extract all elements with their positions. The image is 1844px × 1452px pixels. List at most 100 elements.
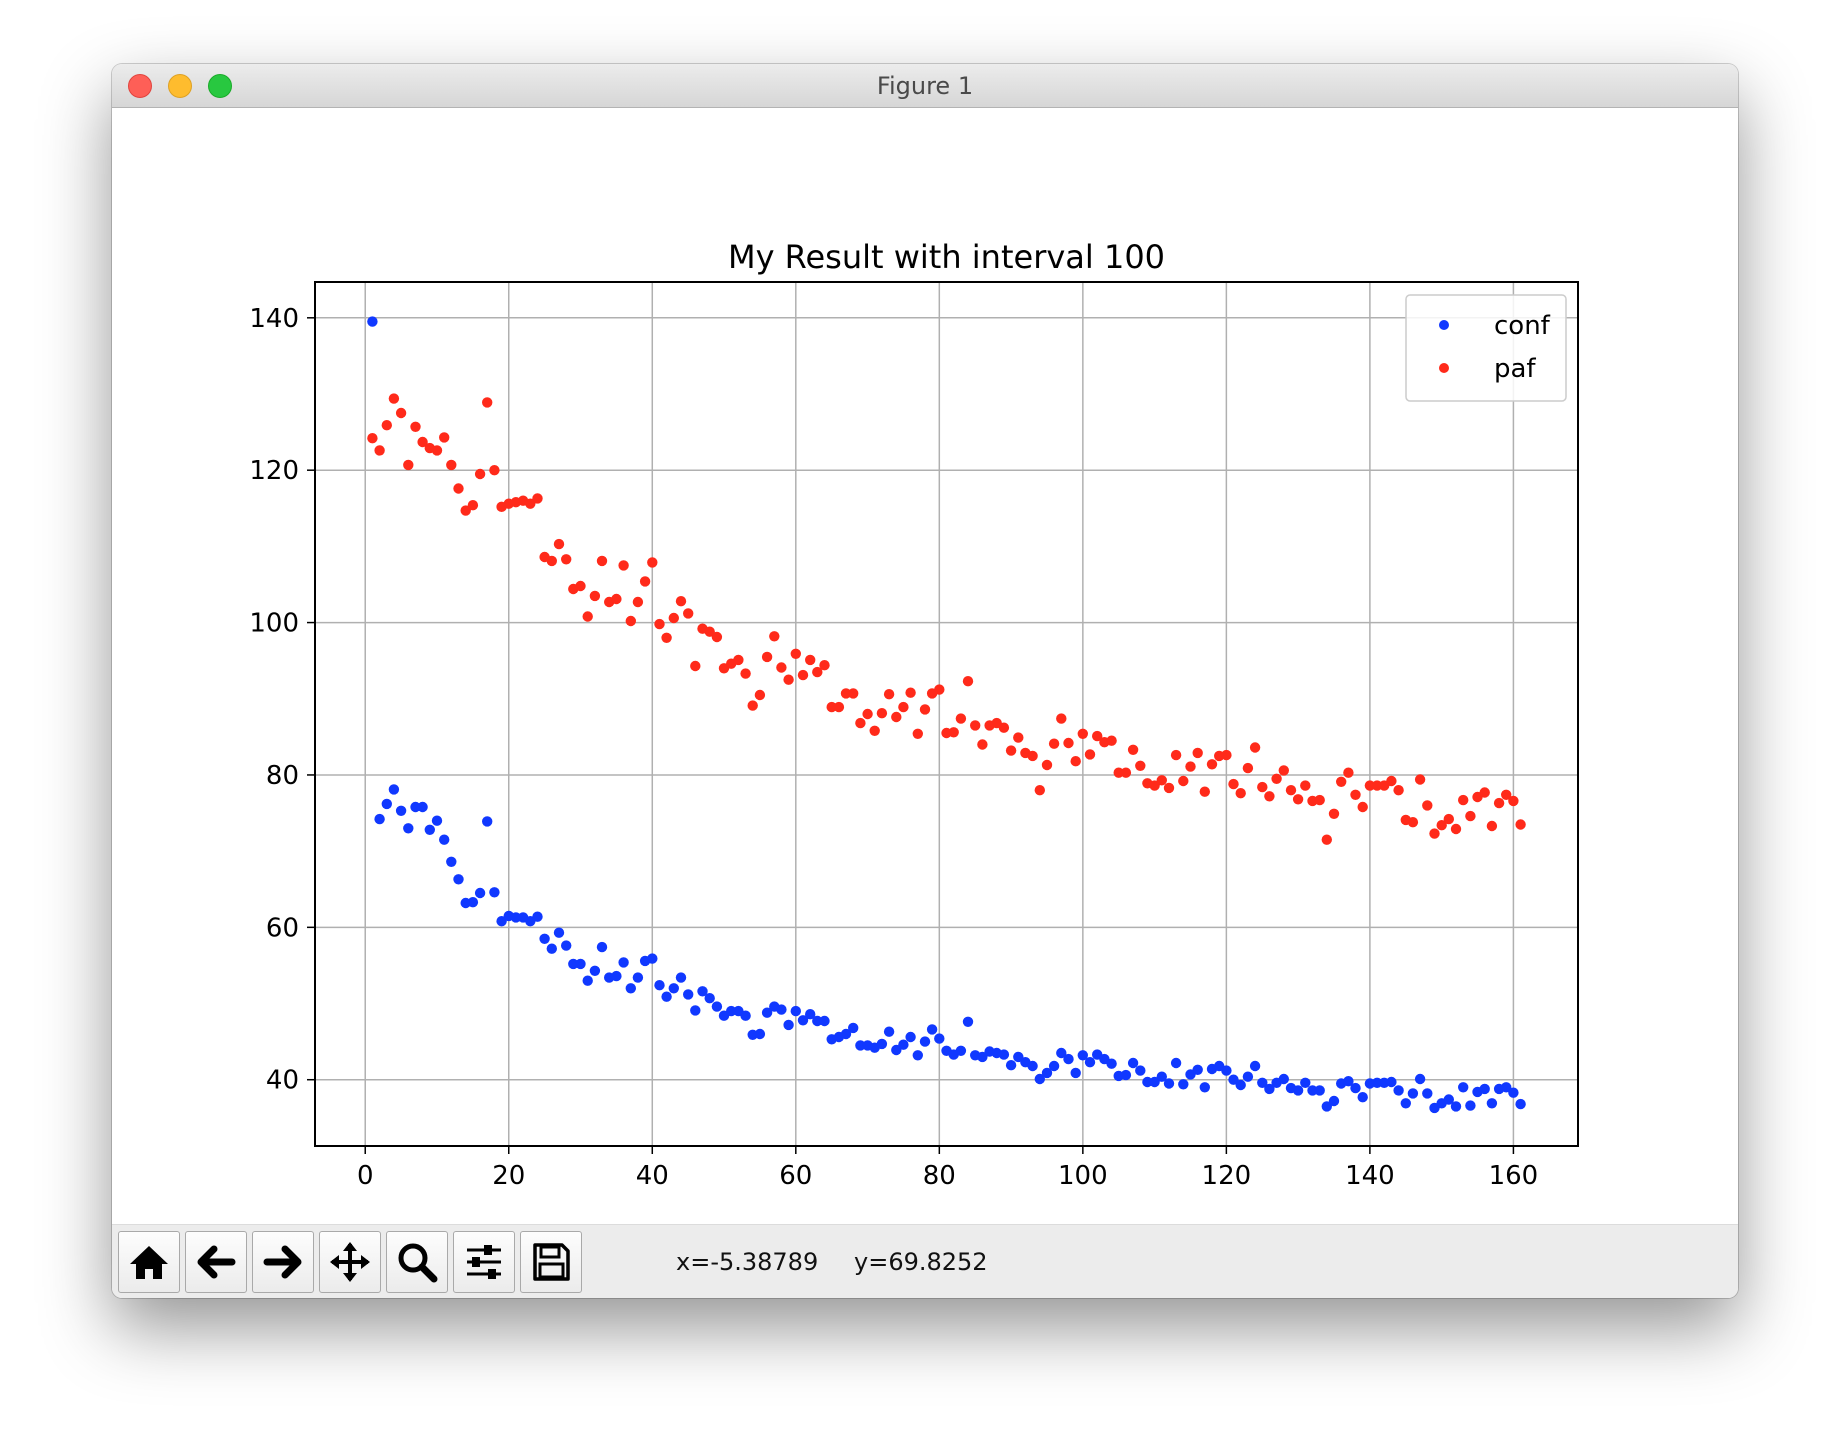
conf-point [697,986,708,997]
conf-point [453,874,464,885]
paf-point [1170,749,1182,761]
conf-point [446,856,457,867]
x-tick-label: 120 [1202,1161,1252,1191]
conf-point [625,983,636,994]
paf-point [1429,828,1440,839]
conf-point [1070,1067,1081,1079]
paf-point [1178,775,1189,787]
conf-point [1450,1101,1462,1112]
paf-point [740,668,751,679]
conf-point [812,1015,823,1027]
conf-point [1077,1050,1088,1061]
paf-point [855,717,866,729]
conf-point [582,975,593,986]
paf-point [553,538,565,550]
paf-point [1292,794,1304,805]
paf-point [1278,765,1290,776]
figure-canvas[interactable]: 0 20 40 60 80 100 120 140 160 40 60 80 100 120 140 My … [112,108,1738,1288]
conf-point [912,1050,923,1061]
paf-point [840,688,852,699]
minimize-window-button[interactable] [168,74,192,98]
paf-point [1206,759,1218,770]
navigation-toolbar: x=-5.38789 y=69.8252 [112,1224,1738,1298]
paf-point [898,701,909,713]
conf-point [797,1015,809,1026]
conf-point [1135,1065,1146,1076]
conf-point [776,1004,787,1015]
paf-point [1493,797,1505,809]
conf-point [439,834,450,845]
conf-point [1386,1076,1397,1088]
conf-point [955,1045,967,1056]
paf-point [1113,767,1124,778]
save-button[interactable] [520,1231,582,1293]
conf-point [575,958,586,970]
paf-point [1357,801,1368,813]
paf-point [1041,759,1053,771]
home-button[interactable] [118,1231,180,1293]
back-button[interactable] [185,1231,247,1293]
paf-point [905,687,916,698]
sliders-icon [467,1245,501,1279]
paf-point [367,433,378,444]
scatter-plot[interactable]: 0 20 40 60 80 100 120 140 160 40 60 80 100 120 140 My … [112,108,1738,1224]
paf-point [1257,781,1268,793]
subplots-button[interactable] [453,1231,515,1293]
paf-point [489,465,500,476]
conf-point [647,953,658,964]
conf-point [919,1036,931,1047]
x-tick-label: 160 [1489,1161,1539,1191]
conf-point [1515,1098,1526,1110]
conf-point [1357,1092,1368,1103]
conf-point [898,1039,909,1050]
conf-point [726,1005,737,1017]
paf-point [869,725,880,736]
title-bar[interactable]: Figure 1 [112,64,1738,108]
paf-point [582,611,593,622]
paf-point [1163,782,1175,794]
conf-point [1156,1071,1168,1082]
conf-point [905,1031,916,1043]
paf-point [525,498,536,509]
conf-point [1048,1060,1060,1072]
conf-point [876,1038,888,1050]
paf-point [482,397,493,408]
paf-point [1221,749,1232,761]
paf-point [790,648,801,659]
conf-point [926,1024,938,1035]
paf-point [403,459,414,471]
paf-point [711,631,723,643]
paf-point [1336,776,1347,787]
conf-point [1465,1100,1476,1111]
data-points [367,316,1526,1114]
x-tick-label: 40 [636,1161,669,1191]
paf-point [1443,813,1455,825]
conf-point [1264,1083,1275,1095]
paf-point [891,711,902,723]
conf-point [668,983,679,994]
pan-button[interactable] [319,1231,381,1293]
conf-point [467,897,479,908]
conf-point [661,991,672,1002]
conf-point [424,824,435,835]
close-window-button[interactable] [128,74,152,98]
conf-point [1084,1057,1096,1068]
conf-point [998,1049,1010,1060]
paf-point [453,483,464,494]
window-title: Figure 1 [876,72,974,100]
conf-point [618,957,629,968]
zoom-window-button[interactable] [208,74,232,98]
y-tick-label: 100 [249,609,299,639]
paf-point [1084,749,1096,760]
zoom-button[interactable] [386,1231,448,1293]
paf-point [1271,773,1282,784]
paf-point [467,500,479,511]
paf-point [532,493,543,504]
forward-button[interactable] [252,1231,314,1293]
paf-point [460,505,471,516]
paf-point [596,555,608,567]
conf-point [367,316,378,327]
conf-point [1170,1057,1182,1069]
series-paf [367,393,1526,845]
paf-point [1156,775,1168,786]
